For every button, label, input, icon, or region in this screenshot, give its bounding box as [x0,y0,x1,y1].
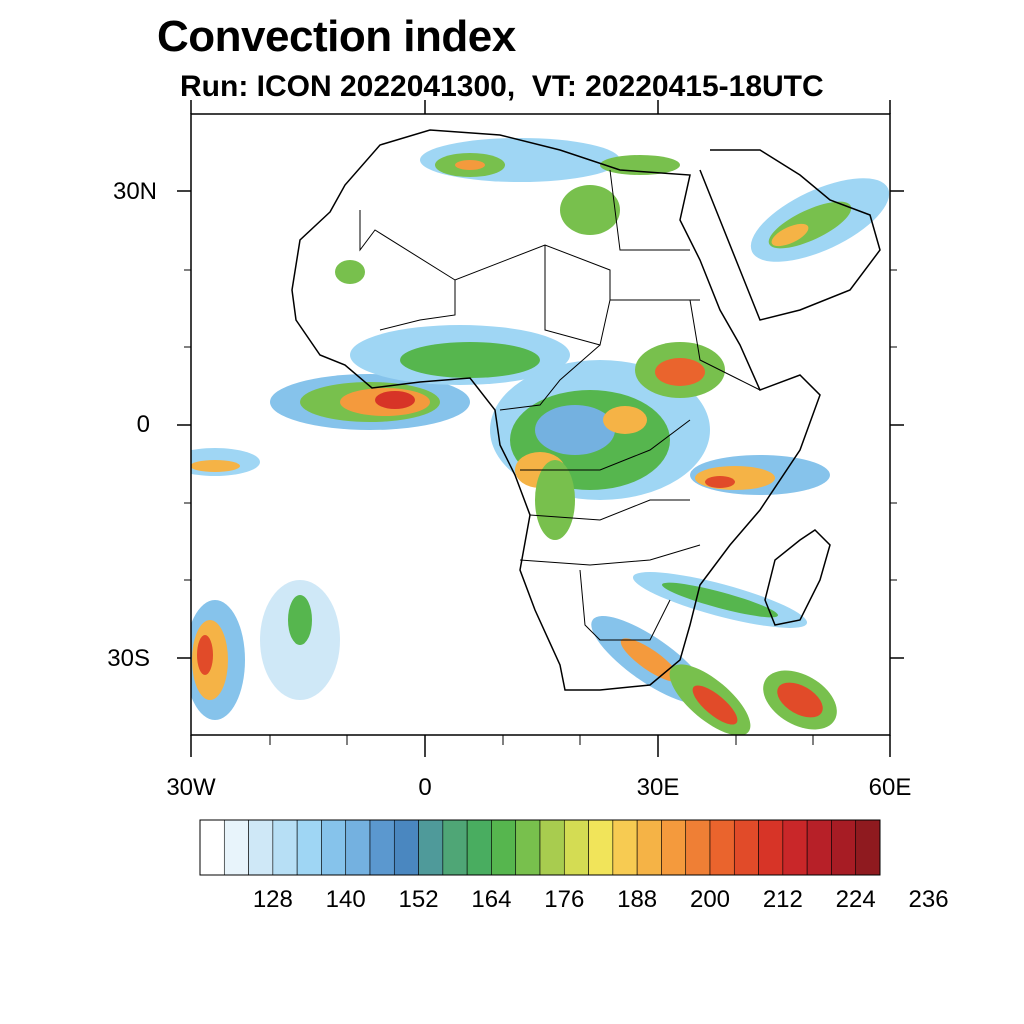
colorbar-swatch [442,819,468,876]
chart-title: Convection index [157,12,516,61]
lon-label-30e: 30E [636,774,680,801]
colorbar-swatch [685,819,711,876]
colorbar-swatch [418,819,444,876]
colorbar-swatch [612,819,638,876]
colorbar-label: 164 [471,886,512,913]
colorbar-swatch [199,819,225,876]
colorbar-swatch [393,819,419,876]
lon-label-60e: 60E [868,774,912,801]
colorbar-swatch [539,819,565,876]
colorbar-label: 236 [908,886,949,913]
axis-minor-ticks [184,269,897,745]
colorbar-swatch [758,819,784,876]
colorbar-label: 176 [544,886,585,913]
colorbar-swatch [588,819,614,876]
colorbar-label: 188 [617,886,658,913]
axis-ticks [177,100,904,757]
colorbar-frame [199,819,881,876]
convection-field [191,138,890,735]
colorbar-label: 200 [689,886,731,913]
colorbar-swatch [321,819,347,876]
colorbar-swatch [709,819,735,876]
lon-label-0: 0 [418,774,432,801]
lat-label-30s: 30S [107,645,150,672]
colorbar-swatch [733,819,759,876]
colorbar-label: 224 [835,886,876,913]
colorbar-swatch [223,819,249,876]
chart-subtitle: Run: ICON 2022041300, VT: 20220415-18UTC [180,70,824,103]
colorbar-swatch [369,819,395,876]
colorbar-swatch [248,819,274,876]
country-borders [359,169,761,641]
colorbar [199,819,881,876]
colorbar-swatch [855,819,881,876]
colorbar-swatch [345,819,371,876]
colorbar-swatch [636,819,662,876]
colorbar-swatch [491,819,517,876]
colorbar-label: 140 [325,886,366,913]
lat-label-0: 0 [136,411,150,438]
colorbar-swatch [563,819,589,876]
lat-label-30n: 30N [112,178,157,205]
colorbar-swatch [296,819,322,876]
colorbar-swatch [782,819,808,876]
colorbar-swatch [806,819,832,876]
colorbar-swatch [466,819,492,876]
colorbar-swatch [831,819,857,876]
arabia-outline [699,149,881,321]
colorbar-swatch [272,819,298,876]
colorbar-label: 212 [762,886,803,913]
coastline [291,129,821,691]
colorbar-swatch [661,819,687,876]
colorbar-label: 128 [252,886,293,913]
colorbar-swatch [515,819,541,876]
madagascar-outline [764,529,831,626]
lon-label-30w: 30W [166,774,216,801]
colorbar-label: 152 [398,886,439,913]
